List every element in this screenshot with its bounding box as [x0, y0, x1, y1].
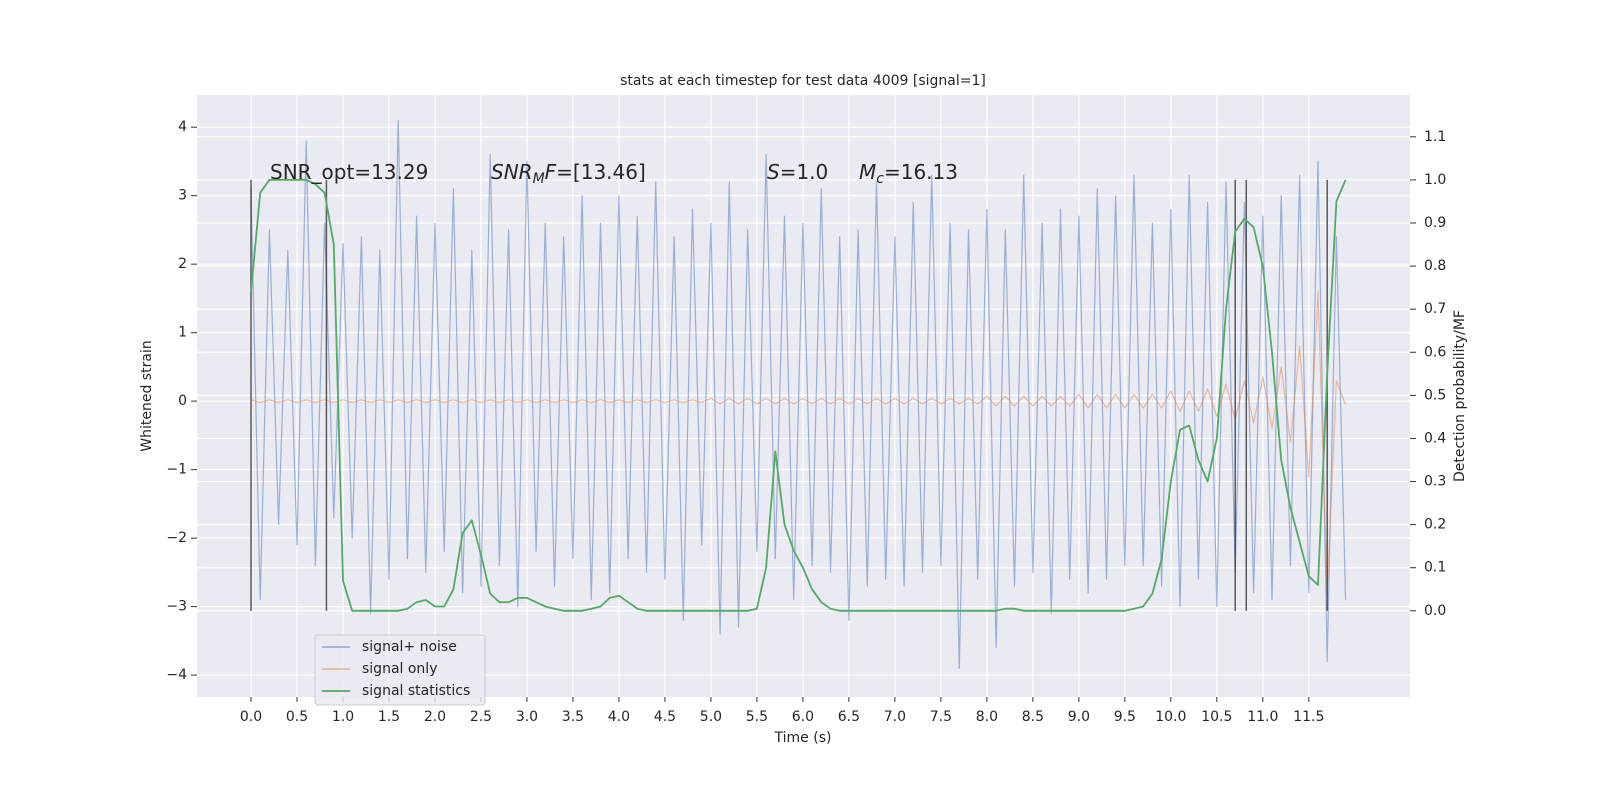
- x-tick-label: 9.0: [1068, 709, 1090, 725]
- x-tick-label: 0.0: [240, 709, 262, 725]
- annotation-part: =[13.46]: [556, 160, 646, 184]
- x-tick-label: 10.0: [1155, 709, 1186, 725]
- annotation-part: M: [859, 160, 876, 184]
- x-tick-label: 9.5: [1114, 709, 1136, 725]
- y2-tick-label: 0.6: [1424, 344, 1446, 360]
- y2-tick-label: 1.0: [1424, 172, 1446, 188]
- annotation: SNRMF=[13.46]: [491, 160, 646, 188]
- y2-tick-label: 0.1: [1424, 560, 1446, 576]
- legend-box: [314, 634, 486, 706]
- y-tick-label: −4: [166, 667, 187, 683]
- annotation: Mc=16.13: [859, 160, 958, 188]
- legend-label: signal statistics: [362, 683, 470, 699]
- x-tick-label: 1.0: [332, 709, 354, 725]
- y-tick-label: −2: [166, 530, 187, 546]
- x-tick-label: 1.5: [378, 709, 400, 725]
- y-tick-label: 3: [178, 188, 187, 204]
- annotation-part: SNR: [491, 160, 533, 184]
- series-line: [250, 119, 1347, 669]
- y2-tick-label: 0.3: [1424, 474, 1446, 490]
- x-tick-label: 8.0: [976, 709, 998, 725]
- series-line: [250, 179, 1347, 612]
- x-tick-label: 10.5: [1201, 709, 1232, 725]
- annotation: SNR_opt=13.29: [270, 160, 428, 184]
- x-tick-label: 8.5: [1022, 709, 1044, 725]
- y2-tick-label: 1.1: [1424, 129, 1446, 145]
- y-tick-label: 4: [178, 119, 187, 135]
- legend: signal+ noise signal only signal statistic…: [314, 634, 486, 706]
- x-tick-label: 3.0: [516, 709, 538, 725]
- y2-tick-label: 0.0: [1424, 603, 1446, 619]
- y-tick-label: −3: [166, 599, 187, 615]
- x-tick-label: 4.5: [654, 709, 676, 725]
- x-tick-label: 7.5: [930, 709, 952, 725]
- x-tick-label: 5.0: [700, 709, 722, 725]
- x-tick-label: 2.5: [470, 709, 492, 725]
- y-tick-label: 1: [178, 325, 187, 341]
- y-tick-label: 2: [178, 256, 187, 272]
- chart-title: stats at each timestep for test data 400…: [620, 73, 986, 89]
- x-tick-label: 3.5: [562, 709, 584, 725]
- x-axis-label: Time (s): [774, 730, 832, 746]
- y-tick-label: −1: [166, 462, 187, 478]
- x-tick-label: 7.0: [884, 709, 906, 725]
- y2-tick-label: 0.7: [1424, 301, 1446, 317]
- annotation-part: SNR_opt=13.29: [270, 160, 428, 184]
- annotation-part: =16.13: [884, 160, 958, 184]
- x-tick-label: 6.5: [838, 709, 860, 725]
- y2-axis-label: Detection probability/MF: [1452, 310, 1468, 482]
- x-tick-label: 2.0: [424, 709, 446, 725]
- legend-label: signal only: [362, 661, 437, 677]
- y-tick-label: 0: [178, 393, 187, 409]
- x-tick-label: 6.0: [792, 709, 814, 725]
- x-tick-label: 4.0: [608, 709, 630, 725]
- annotation-part: M: [533, 171, 545, 187]
- y2-tick-label: 0.4: [1424, 430, 1446, 446]
- x-tick-label: 11.0: [1247, 709, 1278, 725]
- annotation-part: =1.0: [780, 160, 829, 184]
- x-tick-label: 0.5: [286, 709, 308, 725]
- y-axis-label: Whitened strain: [139, 340, 155, 451]
- annotation: S=1.0: [767, 160, 828, 184]
- y2-tick-label: 0.9: [1424, 215, 1446, 231]
- x-tick-label: 11.5: [1293, 709, 1324, 725]
- series-line: [250, 291, 1347, 594]
- x-tick-label: 5.5: [746, 709, 768, 725]
- y2-tick-label: 0.5: [1424, 387, 1446, 403]
- y2-tick-label: 0.2: [1424, 517, 1446, 533]
- annotation-part: S: [767, 160, 780, 184]
- legend-label: signal+ noise: [362, 639, 457, 655]
- annotation-part: F: [545, 160, 557, 184]
- y2-tick-label: 0.8: [1424, 258, 1446, 274]
- annotation-part: c: [876, 171, 884, 187]
